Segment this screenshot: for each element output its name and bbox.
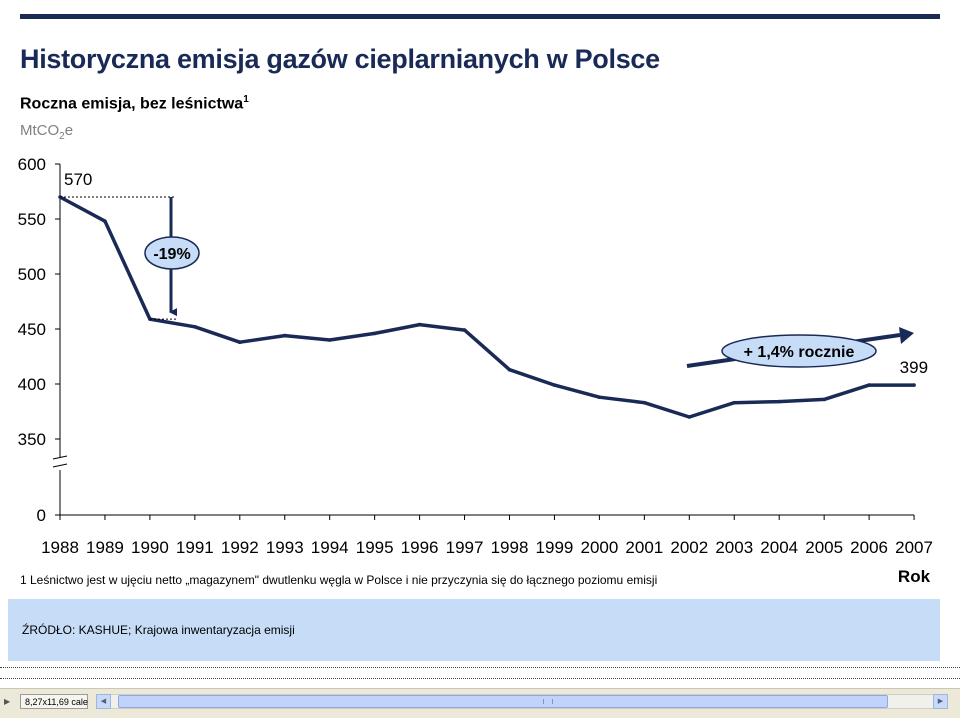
emission-line-chart: 600 550 500 450 400 350 0 1988 1989 1990 1991 1992… bbox=[18, 155, 933, 586]
data-point bbox=[238, 340, 242, 345]
data-point bbox=[732, 400, 737, 405]
x-tick-label: 1998 bbox=[491, 538, 529, 557]
series-group bbox=[58, 195, 916, 419]
footnote: 1 Leśnictwo jest w ujęciu netto „magazyn… bbox=[20, 573, 658, 587]
scrollbar-grip-icon bbox=[543, 699, 553, 704]
y-tick-label: 500 bbox=[18, 265, 46, 284]
y-tick-label: 600 bbox=[18, 155, 46, 174]
data-point bbox=[417, 322, 422, 327]
x-tick-label: 2007 bbox=[895, 538, 933, 557]
data-point bbox=[822, 397, 826, 402]
growth-bubble bbox=[721, 334, 877, 368]
top-rule bbox=[20, 14, 940, 19]
unit-suffix: e bbox=[64, 122, 74, 139]
end-value-label: 399 bbox=[900, 358, 928, 377]
decline-bubble bbox=[144, 236, 200, 270]
subtitle-text: Roczna emisja, bez leśnictwa bbox=[20, 95, 244, 113]
data-point bbox=[507, 367, 512, 372]
x-tick-label: 1991 bbox=[176, 538, 214, 557]
x-tick-label: 2005 bbox=[805, 538, 843, 557]
data-point bbox=[867, 383, 871, 387]
y-axis-ticks: 600 550 500 450 400 350 0 bbox=[18, 155, 60, 525]
x-tick-label: 2002 bbox=[670, 538, 708, 557]
page-boundary-line bbox=[0, 667, 960, 668]
series-line bbox=[59, 195, 915, 419]
unit-subscript: 2 bbox=[59, 131, 65, 142]
start-value-label: 570 bbox=[64, 170, 92, 189]
scroll-left-icon[interactable]: ◀ bbox=[96, 694, 111, 709]
chart-axes bbox=[52, 164, 915, 516]
data-point bbox=[552, 383, 557, 387]
data-point bbox=[687, 415, 692, 419]
y-tick-label: 450 bbox=[18, 320, 46, 339]
unit-label: MtCO2e bbox=[20, 122, 73, 142]
y-tick-label: 0 bbox=[37, 506, 46, 525]
status-expand-icon[interactable]: ▶ bbox=[4, 697, 11, 706]
data-point bbox=[777, 399, 781, 404]
page-size-indicator[interactable]: 8,27x11,69 cale bbox=[20, 694, 88, 709]
data-point bbox=[148, 317, 152, 321]
chart-subtitle: Roczna emisja, bez leśnictwa1 bbox=[20, 94, 249, 113]
x-tick-label: 1992 bbox=[221, 538, 259, 557]
page-title: Historyczna emisja gazów cieplarnianych … bbox=[20, 44, 660, 74]
status-bar: ▶ 8,27x11,69 cale ◀ ▶ bbox=[0, 688, 960, 718]
x-tick-label: 1996 bbox=[401, 538, 439, 557]
unit-prefix: MtCO bbox=[20, 122, 60, 139]
y-tick-label: 350 bbox=[18, 430, 46, 449]
data-point bbox=[462, 328, 467, 332]
axis-break-mark bbox=[52, 455, 68, 460]
x-tick-label: 1993 bbox=[266, 538, 304, 557]
data-point bbox=[912, 383, 916, 387]
data-point bbox=[282, 333, 287, 338]
data-point bbox=[642, 400, 647, 405]
x-tick-label: 1997 bbox=[446, 538, 484, 557]
y-tick-label: 550 bbox=[18, 210, 46, 229]
x-tick-label: 1988 bbox=[41, 538, 79, 557]
x-tick-label: 1994 bbox=[311, 538, 349, 557]
x-tick-label: 1999 bbox=[536, 538, 574, 557]
page-boundary-line bbox=[0, 678, 960, 679]
chart-annotations: 570 399 -19% + 1,4% rocznie bbox=[60, 170, 928, 377]
data-point bbox=[327, 338, 332, 342]
growth-label: + 1,4% rocznie bbox=[744, 344, 855, 361]
data-point bbox=[372, 331, 377, 336]
x-axis-label: Rok bbox=[898, 567, 931, 586]
growth-arrow-head bbox=[899, 327, 914, 344]
decline-label: -19% bbox=[153, 246, 190, 263]
x-tick-label: 2006 bbox=[850, 538, 888, 557]
x-tick-label: 2004 bbox=[760, 538, 798, 557]
x-tick-label: 1990 bbox=[131, 538, 169, 557]
x-tick-label: 1995 bbox=[356, 538, 394, 557]
scrollbar-thumb[interactable] bbox=[118, 695, 888, 708]
data-point bbox=[597, 395, 602, 400]
source-text: ŹRÓDŁO: KASHUE; Krajowa inwentaryzacja e… bbox=[22, 623, 295, 637]
data-point bbox=[193, 325, 197, 329]
x-tick-label: 2000 bbox=[580, 538, 618, 557]
x-tick-label: 2003 bbox=[715, 538, 753, 557]
subtitle-footnote-mark: 1 bbox=[243, 94, 249, 105]
scroll-right-icon[interactable]: ▶ bbox=[933, 694, 948, 709]
y-tick-label: 400 bbox=[18, 375, 46, 394]
x-tick-label: 2001 bbox=[625, 538, 663, 557]
x-axis-ticks: 1988 1989 1990 1991 1992 1993 1994 1995 1996 1997… bbox=[41, 515, 933, 586]
data-point bbox=[103, 219, 107, 223]
x-tick-label: 1989 bbox=[86, 538, 124, 557]
axis-break-mark bbox=[52, 463, 68, 468]
source-box: ŹRÓDŁO: KASHUE; Krajowa inwentaryzacja e… bbox=[8, 599, 940, 661]
